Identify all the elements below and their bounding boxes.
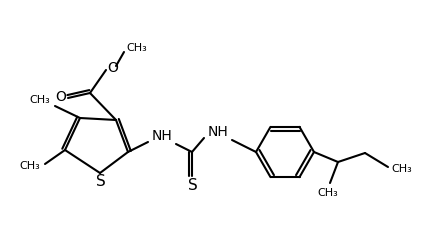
Text: CH₃: CH₃ bbox=[318, 188, 338, 198]
Text: CH₃: CH₃ bbox=[29, 95, 50, 105]
Text: CH₃: CH₃ bbox=[392, 164, 412, 174]
Text: NH: NH bbox=[151, 129, 172, 143]
Text: O: O bbox=[108, 61, 119, 75]
Text: CH₃: CH₃ bbox=[19, 161, 40, 171]
Text: O: O bbox=[56, 90, 66, 104]
Text: S: S bbox=[96, 175, 106, 190]
Text: S: S bbox=[188, 178, 198, 192]
Text: NH: NH bbox=[208, 125, 228, 139]
Text: CH₃: CH₃ bbox=[127, 43, 147, 53]
